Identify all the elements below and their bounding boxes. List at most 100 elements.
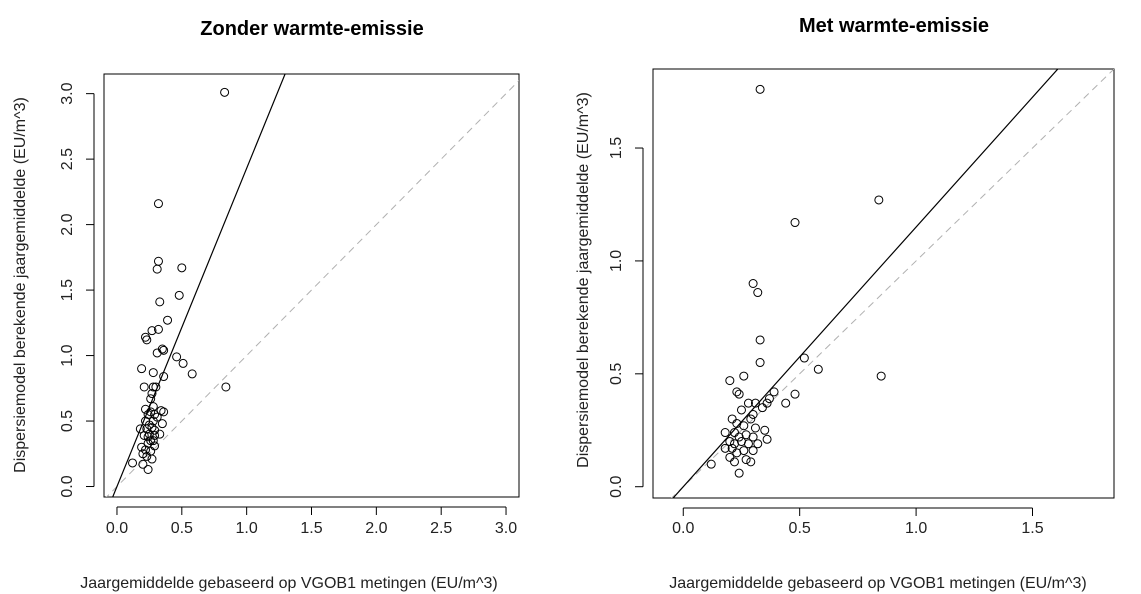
data-point (725, 452, 735, 462)
x-axis: 0.0 0.5 1.0 1.5 2.0 2.5 3.0 (106, 506, 517, 537)
data-point (753, 288, 763, 298)
lines-layer (105, 74, 519, 497)
data-point (736, 405, 746, 415)
data-point (143, 438, 153, 448)
data-point (757, 403, 767, 413)
data-point (748, 279, 758, 288)
data-point (153, 256, 163, 266)
data-point (142, 451, 152, 461)
data-point (764, 394, 774, 404)
data-point (762, 434, 772, 444)
data-point (727, 414, 737, 424)
data-point (750, 423, 760, 433)
data-point (147, 389, 157, 399)
data-point (746, 457, 756, 467)
points-layer (128, 87, 231, 474)
data-point (220, 87, 230, 97)
data-point (142, 335, 152, 345)
x-tick-label: 1.5 (1021, 520, 1043, 537)
data-point (152, 264, 162, 274)
data-point (734, 468, 744, 478)
data-point (150, 409, 160, 419)
data-point (781, 398, 791, 408)
data-point (146, 446, 156, 456)
data-point (743, 398, 753, 408)
data-point (748, 446, 758, 456)
data-point (141, 404, 150, 414)
data-point (146, 394, 156, 404)
data-point (753, 439, 763, 449)
data-point (159, 407, 169, 417)
data-point (739, 421, 749, 431)
data-point (748, 432, 758, 442)
data-point (799, 353, 809, 363)
data-point (769, 387, 779, 397)
x-tick-label: 2.5 (430, 520, 452, 537)
y-axis: 0.0 0.5 1.0 1.5 (608, 137, 644, 498)
data-point (739, 371, 749, 381)
x-tick-label: 2.0 (365, 520, 387, 537)
y-tick-label: 0.0 (608, 475, 625, 497)
y-tick-label: 1.5 (59, 279, 76, 301)
y-tick-label: 0.0 (59, 475, 76, 497)
data-point (755, 358, 765, 368)
data-point (128, 458, 138, 468)
data-point (725, 376, 735, 386)
y-tick-label: 2.5 (59, 148, 76, 170)
data-point (138, 459, 148, 469)
data-point (732, 387, 742, 397)
x-axis: 0.0 0.5 1.0 1.5 (672, 507, 1044, 537)
data-point (741, 455, 751, 465)
y-tick-label: 1.0 (59, 344, 76, 366)
data-point (172, 352, 182, 362)
data-point (148, 436, 158, 446)
y-tick-label: 2.0 (59, 213, 76, 235)
y-axis-label: Dispersiemodel berekende jaargemiddelde … (575, 92, 592, 468)
data-point (159, 345, 169, 355)
y-tick-label: 0.5 (608, 363, 625, 385)
data-point (155, 297, 165, 307)
data-point (143, 409, 153, 419)
regression-line (672, 69, 1059, 498)
data-point (755, 335, 765, 345)
identity-reference-line (105, 80, 519, 497)
data-point (139, 382, 149, 392)
chart-title: Zonder warmte-emissie (200, 18, 423, 40)
data-point (155, 429, 165, 439)
data-point (734, 389, 744, 399)
y-axis: 0.0 0.5 1.0 1.5 2.0 2.5 3.0 (59, 82, 95, 498)
data-point (729, 457, 739, 467)
data-point (706, 459, 716, 469)
chart-title: Met warmte-emissie (799, 15, 989, 37)
data-point (790, 218, 800, 228)
data-point (153, 199, 163, 209)
data-point (137, 364, 147, 374)
data-point (147, 326, 157, 336)
data-point (743, 439, 753, 449)
x-tick-label: 0.0 (672, 520, 694, 537)
panel-met-warmte-emissie: Met warmte-emissie 0.0 0.5 1.0 1.5 0.0 0.5 1.… (575, 15, 1115, 592)
x-tick-label: 3.0 (495, 520, 517, 537)
data-point (813, 364, 823, 374)
y-tick-label: 0.5 (59, 410, 76, 432)
x-tick-label: 1.5 (300, 520, 322, 537)
data-point (727, 443, 737, 453)
data-point (163, 315, 173, 325)
data-point (750, 398, 760, 408)
points-layer (706, 84, 886, 478)
data-point (720, 443, 730, 453)
data-point (178, 358, 188, 368)
data-point (152, 348, 162, 358)
data-point (874, 195, 884, 205)
data-point (187, 369, 197, 379)
data-point (725, 437, 735, 447)
data-point (755, 84, 765, 94)
panel-zonder-warmte-emissie: Zonder warmte-emissie 0.0 0.5 1.0 1.5 2.0 2.5… (12, 18, 520, 592)
x-axis-label: Jaargemiddelde gebaseerd op VGOB1 meting… (80, 575, 498, 592)
y-tick-label: 3.0 (59, 82, 76, 104)
y-axis-label: Dispersiemodel berekende jaargemiddelde … (12, 97, 29, 473)
data-point (135, 424, 145, 434)
identity-reference-line (670, 69, 1114, 498)
plot-frame (652, 68, 1115, 499)
